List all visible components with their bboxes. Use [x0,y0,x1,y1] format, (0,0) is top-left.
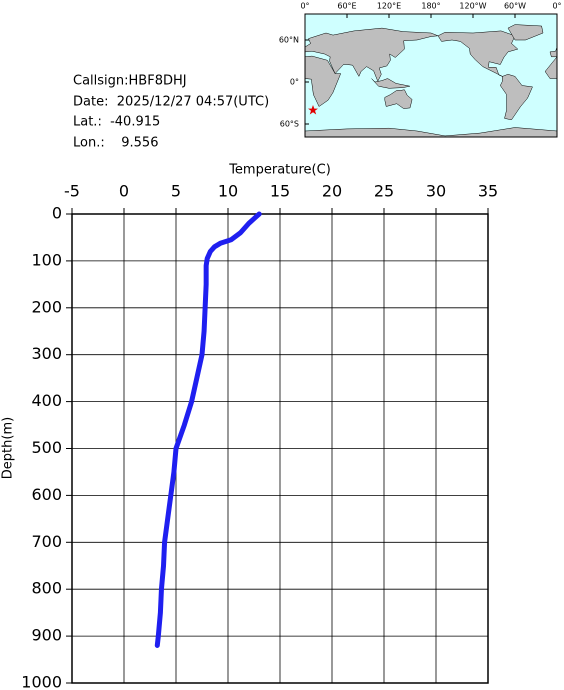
x-tick-label: 5 [171,182,181,201]
y-tick-label: 1000 [21,673,62,690]
longitude: Lon.: 9.556 [73,136,158,151]
y-tick-label: 900 [31,626,62,645]
map-lon-label: 120°W [459,2,486,11]
y-tick-label: 0 [52,204,62,223]
continent [500,74,533,121]
map-lat-label: 60°S [280,120,299,129]
y-tick-label: 100 [31,250,62,269]
station-star [308,105,318,115]
continent [305,27,439,82]
y-tick-label: 400 [31,391,62,410]
map-lon-label: 180° [421,2,440,11]
map-lon-label: 60°W [504,2,526,11]
y-tick-label: 300 [31,344,62,363]
temperature-profile [154,211,262,648]
map-lat-label: 60°N [279,36,299,45]
map-lon-label: 60°E [337,2,356,11]
y-tick-label: 700 [31,532,62,551]
x-tick-label: -5 [64,182,80,201]
x-tick-label: 30 [426,182,446,201]
y-tick-label: 800 [31,579,62,598]
map-lat-label: 0° [290,78,299,87]
continent [305,55,342,107]
y-axis-label: Depth(m) [1,417,16,479]
x-axis-label: Temperature(C) [228,163,331,178]
continent [305,127,557,137]
x-tick-label: 15 [270,182,290,201]
x-tick-label: 10 [218,182,238,201]
y-tick-label: 200 [31,297,62,316]
date: Date: 2025/12/27 04:57(UTC) [73,95,269,110]
continent [544,46,557,79]
map-land [305,24,557,137]
y-tick-label: 600 [31,485,62,504]
y-tick-label: 500 [31,438,62,457]
x-tick-label: 20 [322,182,342,201]
map-lon-label: 0° [552,2,561,11]
map-lon-label: 120°E [377,2,401,11]
map-lon-label: 0° [300,2,309,11]
continent [384,89,413,109]
continent [507,24,544,41]
continent [371,78,411,89]
x-tick-label: 35 [478,182,498,201]
plot-frame [71,213,489,684]
latitude: Lat.: -40.915 [73,115,160,130]
callsign: Callsign:HBF8DHJ [73,74,187,89]
x-tick-label: 25 [374,182,394,201]
x-tick-label: 0 [119,182,129,201]
